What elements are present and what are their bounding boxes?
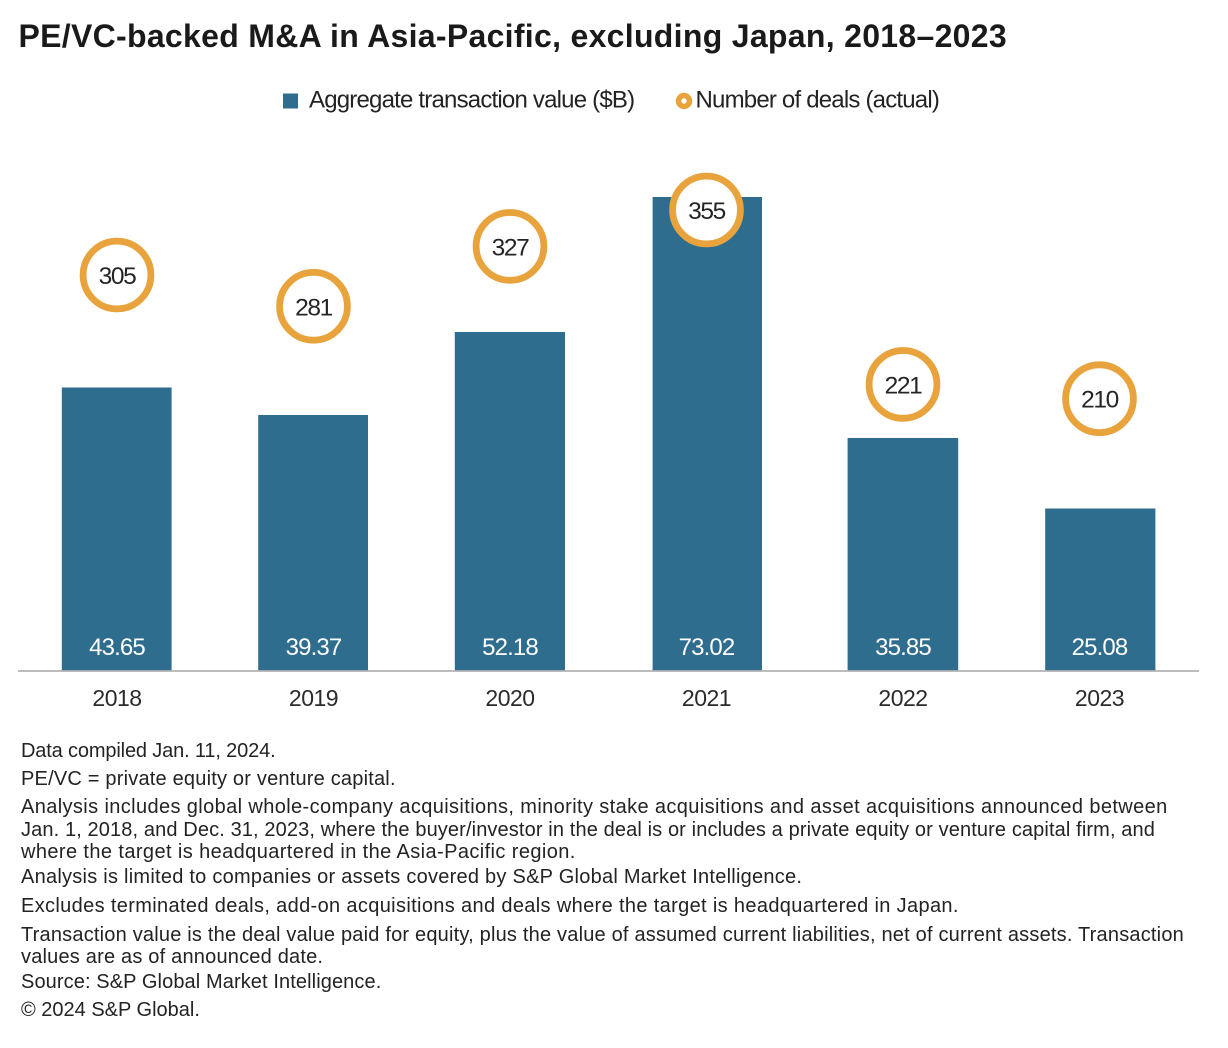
svg-text:73.02: 73.02 — [679, 634, 735, 661]
svg-text:327: 327 — [492, 234, 529, 261]
svg-text:2022: 2022 — [878, 685, 927, 711]
svg-text:52.18: 52.18 — [482, 634, 538, 661]
svg-text:2020: 2020 — [485, 685, 534, 711]
svg-text:221: 221 — [885, 372, 922, 399]
svg-text:281: 281 — [295, 294, 332, 321]
svg-text:305: 305 — [99, 263, 136, 290]
svg-text:Number of deals (actual): Number of deals (actual) — [696, 87, 940, 114]
svg-text:2019: 2019 — [289, 685, 338, 711]
svg-text:39.37: 39.37 — [286, 634, 342, 661]
svg-text:Aggregate transaction value ($: Aggregate transaction value ($B) — [309, 87, 634, 114]
svg-text:25.08: 25.08 — [1072, 634, 1128, 661]
svg-text:355: 355 — [688, 198, 725, 225]
svg-text:210: 210 — [1081, 387, 1118, 414]
svg-text:2018: 2018 — [92, 685, 141, 711]
svg-text:2021: 2021 — [682, 685, 731, 711]
svg-text:2023: 2023 — [1075, 685, 1124, 711]
svg-text:43.65: 43.65 — [89, 634, 145, 661]
svg-text:35.85: 35.85 — [875, 634, 931, 661]
